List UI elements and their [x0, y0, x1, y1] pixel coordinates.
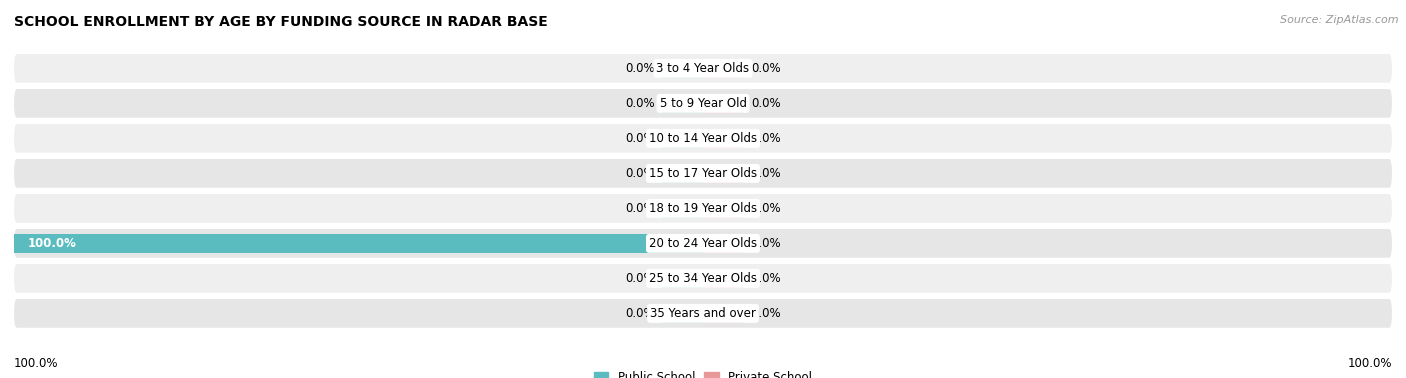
Bar — [14, 234, 703, 253]
Bar — [662, 59, 703, 78]
Text: 0.0%: 0.0% — [626, 167, 655, 180]
Text: SCHOOL ENROLLMENT BY AGE BY FUNDING SOURCE IN RADAR BASE: SCHOOL ENROLLMENT BY AGE BY FUNDING SOUR… — [14, 15, 548, 29]
Bar — [703, 269, 744, 288]
Bar — [703, 59, 744, 78]
Text: 0.0%: 0.0% — [751, 307, 780, 320]
Text: 0.0%: 0.0% — [751, 272, 780, 285]
Bar — [703, 94, 744, 113]
Bar — [703, 199, 744, 218]
Text: 100.0%: 100.0% — [28, 237, 77, 250]
FancyBboxPatch shape — [14, 264, 1392, 293]
Text: 0.0%: 0.0% — [626, 97, 655, 110]
Text: 5 to 9 Year Old: 5 to 9 Year Old — [659, 97, 747, 110]
Text: 10 to 14 Year Olds: 10 to 14 Year Olds — [650, 132, 756, 145]
Text: Source: ZipAtlas.com: Source: ZipAtlas.com — [1281, 15, 1399, 25]
Text: 0.0%: 0.0% — [751, 62, 780, 75]
Text: 0.0%: 0.0% — [751, 132, 780, 145]
Bar — [662, 304, 703, 323]
Bar — [662, 164, 703, 183]
Text: 15 to 17 Year Olds: 15 to 17 Year Olds — [650, 167, 756, 180]
Bar — [703, 129, 744, 148]
Text: 3 to 4 Year Olds: 3 to 4 Year Olds — [657, 62, 749, 75]
Text: 0.0%: 0.0% — [626, 62, 655, 75]
Text: 0.0%: 0.0% — [626, 132, 655, 145]
Bar — [703, 164, 744, 183]
Bar — [662, 269, 703, 288]
FancyBboxPatch shape — [14, 54, 1392, 83]
Text: 0.0%: 0.0% — [751, 237, 780, 250]
Text: 25 to 34 Year Olds: 25 to 34 Year Olds — [650, 272, 756, 285]
Text: 0.0%: 0.0% — [751, 202, 780, 215]
Legend: Public School, Private School: Public School, Private School — [589, 367, 817, 378]
Text: 0.0%: 0.0% — [626, 307, 655, 320]
FancyBboxPatch shape — [14, 299, 1392, 328]
Bar — [662, 199, 703, 218]
Text: 0.0%: 0.0% — [751, 167, 780, 180]
Text: 100.0%: 100.0% — [1347, 358, 1392, 370]
Text: 20 to 24 Year Olds: 20 to 24 Year Olds — [650, 237, 756, 250]
Text: 0.0%: 0.0% — [626, 272, 655, 285]
Text: 0.0%: 0.0% — [626, 202, 655, 215]
Bar — [662, 94, 703, 113]
Bar — [703, 304, 744, 323]
Text: 0.0%: 0.0% — [751, 97, 780, 110]
Text: 35 Years and over: 35 Years and over — [650, 307, 756, 320]
FancyBboxPatch shape — [14, 159, 1392, 188]
FancyBboxPatch shape — [14, 229, 1392, 258]
Text: 100.0%: 100.0% — [14, 358, 59, 370]
FancyBboxPatch shape — [14, 194, 1392, 223]
Text: 18 to 19 Year Olds: 18 to 19 Year Olds — [650, 202, 756, 215]
FancyBboxPatch shape — [14, 124, 1392, 153]
Bar — [662, 129, 703, 148]
FancyBboxPatch shape — [14, 89, 1392, 118]
Bar — [703, 234, 744, 253]
